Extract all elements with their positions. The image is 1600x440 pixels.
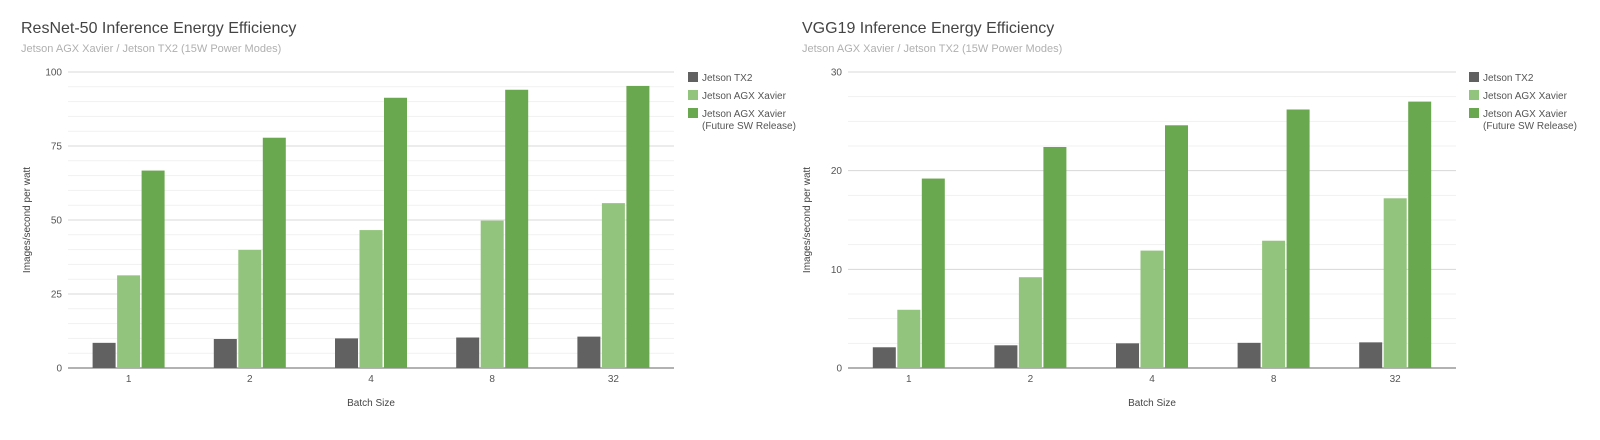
bar xyxy=(92,342,116,368)
y-tick-label: 50 xyxy=(51,216,63,227)
bar xyxy=(1383,198,1407,368)
chart-title: ResNet-50 Inference Energy Efficiency xyxy=(21,20,297,37)
legend-swatch xyxy=(1469,90,1479,100)
bar xyxy=(505,89,529,368)
chart-title: VGG19 Inference Energy Efficiency xyxy=(802,20,1055,37)
y-tick-label: 10 xyxy=(831,265,843,276)
legend-swatch xyxy=(688,108,698,118)
y-tick-label: 0 xyxy=(56,364,62,375)
bar xyxy=(601,203,625,368)
bar xyxy=(335,338,358,368)
legend-label: Jetson AGX Xavier xyxy=(1483,91,1568,102)
x-tick-label: 2 xyxy=(247,374,253,385)
x-axis-label: Batch Size xyxy=(1128,398,1176,409)
bar xyxy=(921,178,945,368)
bar xyxy=(141,170,165,368)
bar xyxy=(1140,250,1164,368)
bar xyxy=(456,337,480,368)
x-tick-label: 4 xyxy=(1149,374,1155,385)
x-tick-label: 8 xyxy=(1271,374,1277,385)
x-tick-label: 1 xyxy=(906,374,912,385)
y-tick-label: 25 xyxy=(51,290,63,301)
legend-swatch xyxy=(688,90,698,100)
resnet50-chart: 0 25 50 75 100 1 2 4 8 32 Batch Size Images/second … xyxy=(22,68,796,410)
bar xyxy=(238,249,262,368)
bar xyxy=(480,220,504,368)
bar xyxy=(872,347,896,368)
bar xyxy=(1262,240,1286,368)
bar xyxy=(1165,125,1188,368)
bar xyxy=(359,230,383,368)
bar xyxy=(213,338,237,368)
x-tick-label: 32 xyxy=(608,374,620,385)
y-tick-label: 30 xyxy=(831,68,843,79)
y-tick-label: 20 xyxy=(831,166,843,177)
legend-label: Jetson AGX Xavier xyxy=(702,91,787,102)
bar xyxy=(1237,342,1261,368)
bar xyxy=(897,309,921,368)
x-tick-label: 1 xyxy=(126,374,132,385)
legend-label: (Future SW Release) xyxy=(702,121,796,132)
vgg19-chart: 0 10 20 30 1 2 4 8 32 Batch Size Images/second per… xyxy=(802,68,1577,410)
bar xyxy=(1043,146,1067,368)
bar xyxy=(117,275,141,368)
bar xyxy=(384,97,407,368)
y-tick-label: 75 xyxy=(51,142,63,153)
y-tick-label: 100 xyxy=(45,68,62,79)
bar xyxy=(1359,342,1383,368)
chart-subtitle: Jetson AGX Xavier / Jetson TX2 (15W Powe… xyxy=(21,43,282,55)
legend-swatch xyxy=(688,72,698,82)
y-tick-label: 0 xyxy=(836,364,842,375)
x-axis-label: Batch Size xyxy=(347,398,395,409)
bar xyxy=(1116,343,1139,368)
bar xyxy=(994,345,1018,368)
legend-label: Jetson TX2 xyxy=(702,73,753,84)
legend-label: Jetson TX2 xyxy=(1483,73,1534,84)
legend-label: (Future SW Release) xyxy=(1483,121,1577,132)
y-axis-label: Images/second per watt xyxy=(22,167,33,273)
legend-swatch xyxy=(1469,108,1479,118)
y-axis-label: Images/second per watt xyxy=(802,167,813,273)
x-tick-label: 32 xyxy=(1390,374,1402,385)
chart-subtitle: Jetson AGX Xavier / Jetson TX2 (15W Powe… xyxy=(802,43,1063,55)
bar xyxy=(1018,277,1042,368)
legend-label: Jetson AGX Xavier xyxy=(1483,109,1568,120)
bar xyxy=(1408,101,1432,368)
x-tick-label: 4 xyxy=(368,374,374,385)
x-tick-label: 8 xyxy=(489,374,495,385)
bar xyxy=(1286,109,1310,368)
x-tick-label: 2 xyxy=(1028,374,1034,385)
legend-swatch xyxy=(1469,72,1479,82)
bar xyxy=(626,85,650,369)
vgg19-chart-panel: 0 10 20 30 1 2 4 8 32 Batch Size Images/second per… xyxy=(800,0,1600,440)
resnet50-chart-panel: 0 25 50 75 100 1 2 4 8 32 Batch Size Images/second … xyxy=(21,20,796,410)
bar xyxy=(262,137,286,368)
legend-label: Jetson AGX Xavier xyxy=(702,109,787,120)
bar xyxy=(577,336,601,368)
